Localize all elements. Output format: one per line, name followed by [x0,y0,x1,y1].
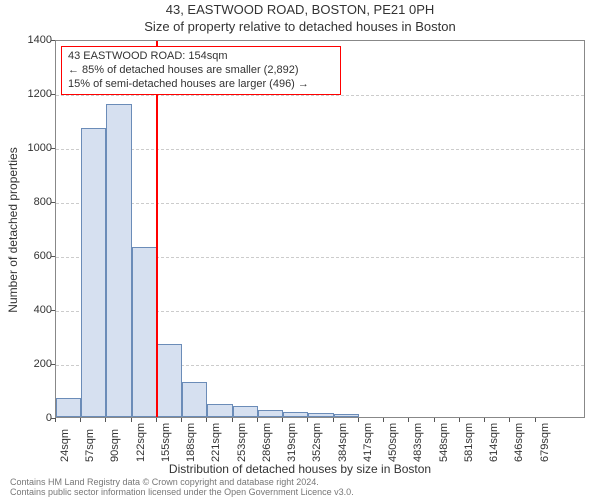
gridline-h [56,203,584,204]
x-tick-mark [434,418,435,422]
y-axis-label: Number of detached properties [6,147,20,312]
plot-area [55,40,585,418]
x-tick-label: 581sqm [463,423,475,462]
y-tick-label: 800 [12,196,52,208]
y-tick-label: 1200 [12,88,52,100]
y-tick-label: 400 [12,304,52,316]
annotation-line-1: ← 85% of detached houses are smaller (2,… [68,64,334,78]
histogram-bar [157,344,182,417]
x-tick-mark [55,418,56,422]
histogram-bar [132,247,157,417]
x-tick-label: 57sqm [84,429,96,462]
y-tick-label: 200 [12,358,52,370]
x-tick-mark [509,418,510,422]
x-tick-label: 450sqm [387,423,399,462]
x-tick-mark [282,418,283,422]
y-tick-mark [51,256,55,257]
x-tick-mark [333,418,334,422]
x-tick-label: 319sqm [286,423,298,462]
x-tick-mark [383,418,384,422]
x-tick-label: 548sqm [438,423,450,462]
x-tick-mark [156,418,157,422]
y-tick-mark [51,94,55,95]
histogram-bar [233,406,258,417]
x-tick-label: 24sqm [59,429,71,462]
annotation-marker-line [156,41,158,417]
histogram-bar [56,398,81,417]
x-tick-label: 221sqm [210,423,222,462]
x-tick-mark [358,418,359,422]
histogram-bar [182,382,207,417]
x-tick-label: 122sqm [135,423,147,462]
histogram-bar [207,404,232,418]
x-tick-mark [307,418,308,422]
histogram-bar [283,412,308,417]
x-tick-label: 286sqm [261,423,273,462]
x-tick-label: 253sqm [236,423,248,462]
gridline-h [56,149,584,150]
y-tick-label: 1000 [12,142,52,154]
y-tick-mark [51,364,55,365]
chart-title-line2: Size of property relative to detached ho… [0,19,600,34]
x-tick-label: 417sqm [362,423,374,462]
x-axis-label: Distribution of detached houses by size … [0,462,600,476]
y-tick-mark [51,148,55,149]
histogram-bar [308,413,333,417]
x-tick-mark [181,418,182,422]
histogram-bar [258,410,283,417]
x-tick-label: 646sqm [513,423,525,462]
y-tick-mark [51,202,55,203]
x-tick-mark [206,418,207,422]
y-tick-mark [51,40,55,41]
footer-attribution: Contains HM Land Registry data © Crown c… [10,478,354,498]
y-tick-label: 0 [12,412,52,424]
x-tick-label: 352sqm [311,423,323,462]
histogram-bar [106,104,131,417]
x-tick-mark [80,418,81,422]
chart-title-line1: 43, EASTWOOD ROAD, BOSTON, PE21 0PH [0,2,600,17]
y-tick-label: 600 [12,250,52,262]
x-tick-mark [105,418,106,422]
x-tick-mark [232,418,233,422]
x-tick-mark [257,418,258,422]
histogram-bar [81,128,106,417]
annotation-box: 43 EASTWOOD ROAD: 154sqm← 85% of detache… [61,46,341,95]
annotation-line-2: 15% of semi-detached houses are larger (… [68,78,334,92]
x-tick-mark [131,418,132,422]
x-tick-label: 90sqm [109,429,121,462]
x-tick-label: 188sqm [185,423,197,462]
x-tick-mark [408,418,409,422]
x-tick-mark [484,418,485,422]
annotation-line-0: 43 EASTWOOD ROAD: 154sqm [68,50,334,64]
x-tick-label: 614sqm [488,423,500,462]
x-tick-label: 679sqm [539,423,551,462]
x-tick-mark [459,418,460,422]
y-tick-label: 1400 [12,34,52,46]
footer-line-2: Contains public sector information licen… [10,488,354,498]
x-tick-label: 384sqm [337,423,349,462]
x-tick-label: 483sqm [412,423,424,462]
y-tick-mark [51,310,55,311]
x-tick-mark [535,418,536,422]
x-tick-label: 155sqm [160,423,172,462]
histogram-bar [334,414,359,417]
